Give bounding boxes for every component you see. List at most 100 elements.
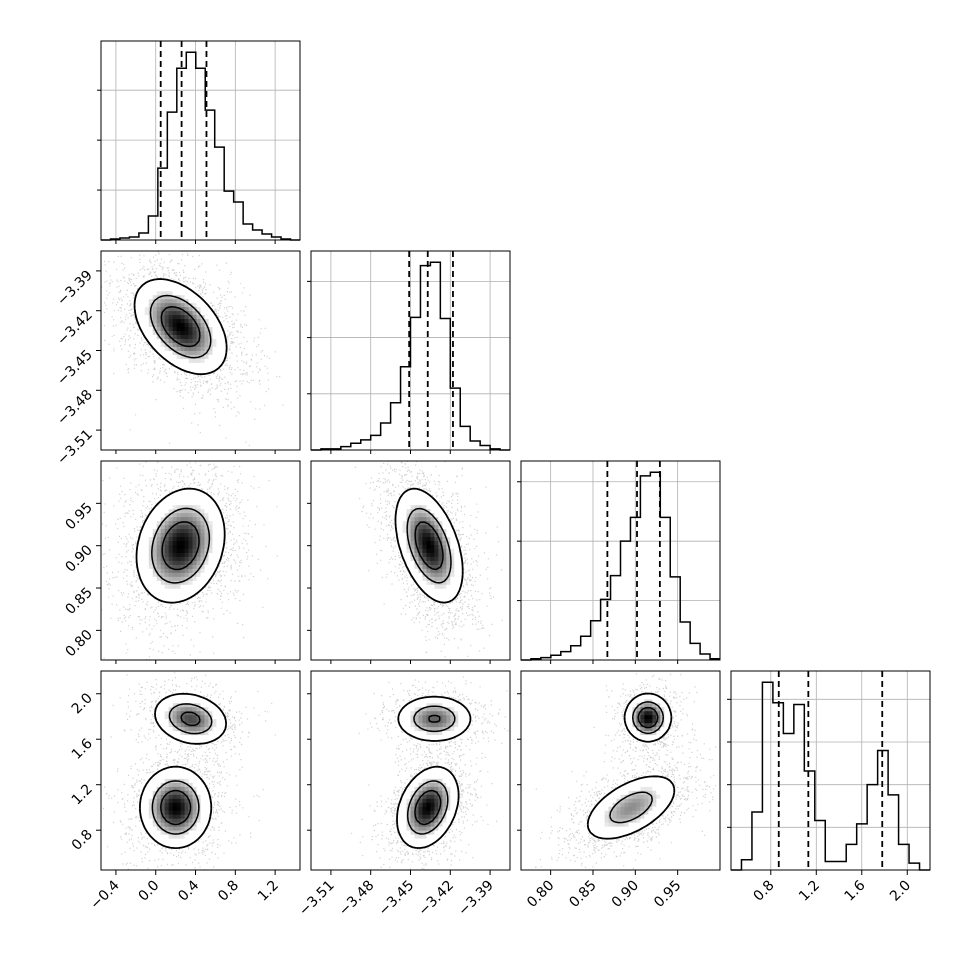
density-cell	[664, 786, 669, 791]
density-cell	[438, 818, 443, 823]
density-cell	[160, 714, 166, 720]
density-cell	[156, 322, 162, 328]
density-cell	[164, 706, 170, 712]
density-cell	[148, 782, 154, 787]
y-tick-label: −3.51	[54, 427, 96, 469]
density-cell	[204, 798, 209, 803]
density-cell	[636, 730, 641, 736]
density-cell	[168, 838, 174, 843]
density-cell	[200, 552, 205, 557]
density-cell	[196, 334, 201, 339]
density-cell	[398, 500, 403, 506]
density-cell	[406, 786, 411, 791]
density-cell	[212, 338, 217, 343]
density-cell	[136, 544, 142, 549]
density-cell	[168, 714, 174, 720]
density-cell	[418, 512, 423, 518]
density-cell	[204, 790, 209, 795]
density-cell	[418, 580, 423, 585]
density-cell	[168, 342, 174, 347]
density-cell	[168, 520, 174, 526]
density-cell	[180, 552, 185, 557]
density-cell	[434, 774, 439, 779]
density-cell	[172, 334, 178, 339]
density-cell	[648, 722, 653, 728]
density-cell	[196, 560, 201, 565]
density-cell	[164, 338, 170, 343]
density-cell	[152, 540, 158, 545]
density-cell	[172, 568, 178, 573]
density-cell	[616, 818, 621, 823]
density-cell	[446, 734, 451, 740]
density-cell	[140, 318, 146, 324]
density-cell	[418, 556, 423, 561]
density-cell	[180, 778, 185, 783]
density-cell	[624, 830, 629, 835]
density-cell	[402, 722, 407, 728]
density-cell	[160, 802, 166, 807]
density-cell	[164, 802, 170, 807]
density-cell	[156, 298, 162, 304]
density-cell	[180, 366, 185, 371]
density-cell	[636, 810, 641, 815]
density-cell	[200, 730, 205, 736]
density-cell	[160, 564, 166, 569]
density-cell	[430, 710, 435, 716]
density-cell	[422, 810, 427, 815]
density-cell	[426, 778, 431, 783]
density-cell	[434, 706, 439, 712]
density-cell	[446, 536, 451, 541]
density-cell	[414, 834, 419, 839]
density-cell	[434, 548, 439, 553]
density-cell	[438, 718, 443, 724]
density-cell	[410, 798, 415, 803]
density-cell	[402, 548, 407, 553]
density-cell	[398, 826, 403, 831]
density-cell	[426, 794, 431, 799]
density-cell	[418, 698, 423, 704]
density-cell	[192, 334, 197, 339]
density-cell	[442, 786, 447, 791]
density-cell	[406, 798, 411, 803]
density-cell	[620, 786, 625, 791]
density-cell	[164, 714, 170, 720]
density-cell	[176, 354, 181, 359]
density-cell	[442, 528, 447, 534]
density-cell	[164, 354, 170, 359]
density-cell	[450, 778, 455, 783]
density-cell	[144, 548, 150, 553]
density-cell	[152, 520, 158, 526]
density-cell	[172, 342, 178, 347]
density-cell	[140, 294, 146, 300]
density-cell	[180, 294, 185, 300]
density-cell	[172, 842, 178, 847]
density-cell	[652, 726, 657, 732]
density-cell	[172, 548, 178, 553]
density-cell	[450, 718, 455, 724]
density-cell	[660, 790, 665, 795]
density-cell	[442, 568, 447, 573]
density-cell	[188, 718, 193, 724]
density-cell	[398, 818, 403, 823]
density-cell	[144, 790, 150, 795]
density-cell	[422, 580, 427, 585]
density-cell	[414, 512, 419, 518]
density-cell	[450, 814, 455, 819]
density-cell	[200, 536, 205, 541]
density-cell	[402, 512, 407, 518]
density-cell	[434, 794, 439, 799]
density-cell	[176, 492, 181, 498]
density-cell	[148, 528, 154, 534]
density-cell	[422, 794, 427, 799]
density-cell	[136, 568, 142, 573]
density-cell	[176, 710, 181, 716]
density-cell	[632, 714, 637, 720]
density-cell	[422, 782, 427, 787]
x-tick-label: −3.48	[336, 878, 378, 920]
density-cell	[208, 322, 213, 328]
density-cell	[184, 338, 189, 343]
density-cell	[172, 310, 178, 316]
density-cell	[148, 326, 154, 331]
density-cell	[204, 314, 209, 320]
density-cell	[648, 734, 653, 740]
